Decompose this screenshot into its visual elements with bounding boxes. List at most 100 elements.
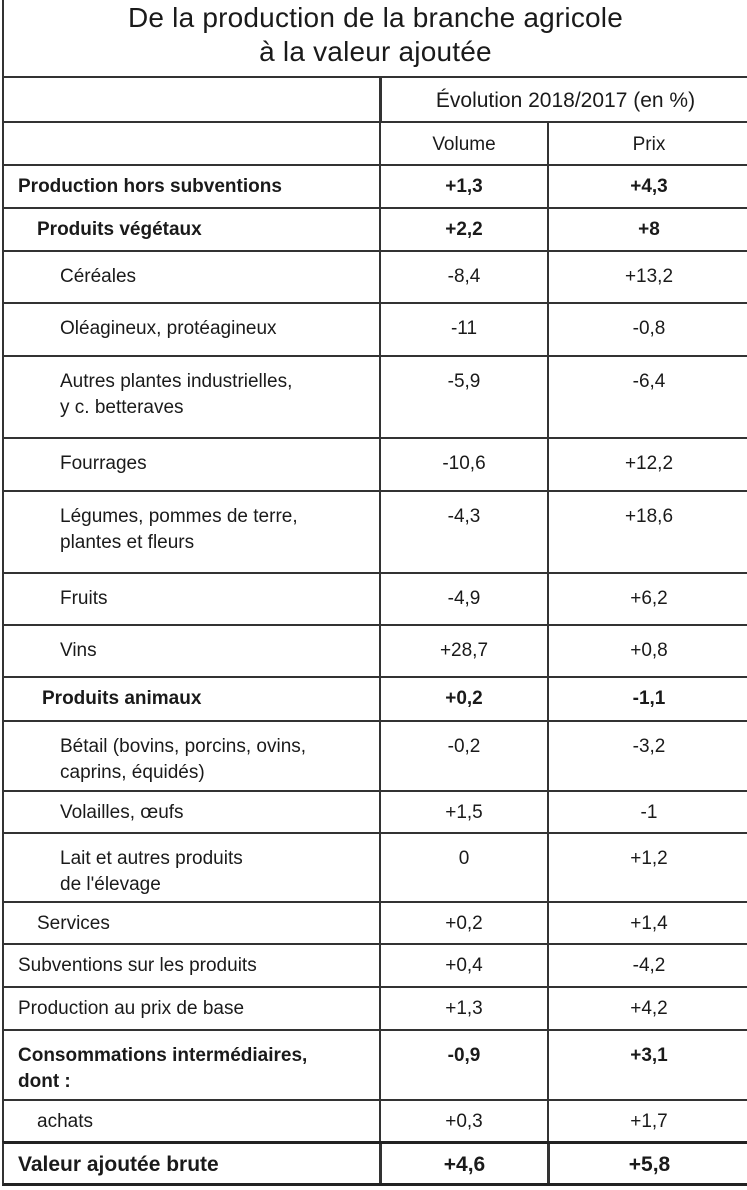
row-label: Fruits [4, 574, 379, 624]
table-row: Fourrages -10,6 +12,2 [2, 437, 747, 490]
row-label: Céréales [4, 252, 379, 302]
value-volume: -8,4 [379, 252, 547, 302]
table-row: achats +0,3 +1,7 [2, 1099, 747, 1141]
table-row: Subventions sur les produits +0,4 -4,2 [2, 943, 747, 986]
row-label: Lait et autres produits de l'élevage [4, 834, 379, 901]
value-prix: +1,4 [547, 903, 747, 943]
value-volume: +2,2 [379, 209, 547, 250]
value-volume: -10,6 [379, 439, 547, 490]
row-label-line: Valeur ajoutée brute [18, 1153, 219, 1176]
table-row: Services +0,2 +1,4 [2, 901, 747, 943]
value-prix: +12,2 [547, 439, 747, 490]
value-prix: +1,2 [547, 834, 747, 901]
value-volume: +1,3 [379, 988, 547, 1029]
table-row: Oléagineux, protéagineux -11 -0,8 [2, 302, 747, 355]
row-label-line: achats [37, 1111, 93, 1132]
row-label: achats [4, 1101, 379, 1141]
row-label: Production hors subventions [4, 166, 379, 207]
value-prix: +18,6 [547, 492, 747, 572]
value-prix: -0,8 [547, 304, 747, 355]
row-label-line: Consommations intermédiaires, [18, 1045, 308, 1066]
row-label: Production au prix de base [4, 988, 379, 1029]
row-label: Oléagineux, protéagineux [4, 304, 379, 355]
row-label-line: Produits végétaux [37, 219, 202, 240]
table-row: Production au prix de base +1,3 +4,2 [2, 986, 747, 1029]
value-prix: +0,8 [547, 626, 747, 676]
value-prix: +4,3 [547, 166, 747, 207]
row-label-line: y c. betteraves [60, 397, 184, 418]
value-prix: +3,1 [547, 1031, 747, 1099]
row-label-line: Oléagineux, protéagineux [60, 318, 277, 339]
value-volume: -11 [379, 304, 547, 355]
row-label-line: dont : [18, 1071, 71, 1092]
table-row: Production hors subventions +1,3 +4,3 [2, 164, 747, 207]
row-label-line: Lait et autres produits [60, 848, 243, 869]
row-label: Valeur ajoutée brute [4, 1144, 379, 1183]
value-volume: -0,2 [379, 722, 547, 790]
row-label: Bétail (bovins, porcins, ovins, caprins, … [4, 722, 379, 790]
table-row: Autres plantes industrielles, y c. better… [2, 355, 747, 437]
row-label-line: Légumes, pommes de terre, [60, 506, 298, 527]
title-line-1: De la production de la branche agricole [128, 2, 623, 33]
table-row: Fruits -4,9 +6,2 [2, 572, 747, 624]
header-empty-cell [4, 78, 379, 121]
row-label-line: Fruits [60, 588, 108, 609]
table-row: Produits animaux +0,2 -1,1 [2, 676, 747, 720]
value-volume: +0,3 [379, 1101, 547, 1141]
header-empty-cell [4, 123, 379, 164]
row-label: Produits animaux [4, 678, 379, 720]
value-volume: +1,3 [379, 166, 547, 207]
row-label: Légumes, pommes de terre, plantes et fleu… [4, 492, 379, 572]
value-prix: +5,8 [547, 1144, 747, 1183]
table-row: Produits végétaux +2,2 +8 [2, 207, 747, 250]
value-prix: -4,2 [547, 945, 747, 986]
value-volume: +4,6 [379, 1144, 547, 1183]
row-label-line: Vins [60, 640, 97, 661]
table-title: De la production de la branche agricole … [2, 0, 747, 76]
row-label: Produits végétaux [4, 209, 379, 250]
value-volume: -0,9 [379, 1031, 547, 1099]
value-volume: 0 [379, 834, 547, 901]
row-label-line: Produits animaux [42, 688, 202, 709]
row-label-line: Autres plantes industrielles, [60, 371, 293, 392]
table-row: Bétail (bovins, porcins, ovins, caprins, … [2, 720, 747, 790]
table-row: Volailles, œufs +1,5 -1 [2, 790, 747, 832]
header-volume: Volume [379, 123, 547, 164]
row-label-line: Fourrages [60, 453, 147, 474]
row-label: Autres plantes industrielles, y c. better… [4, 357, 379, 437]
title-line-2: à la valeur ajoutée [259, 36, 492, 67]
value-volume: -5,9 [379, 357, 547, 437]
table-row: Vins +28,7 +0,8 [2, 624, 747, 676]
header-group-row: Évolution 2018/2017 (en %) [2, 76, 747, 121]
value-volume: -4,3 [379, 492, 547, 572]
value-prix: -6,4 [547, 357, 747, 437]
value-prix: -1,1 [547, 678, 747, 720]
row-label: Vins [4, 626, 379, 676]
row-label: Volailles, œufs [4, 792, 379, 832]
row-label: Subventions sur les produits [4, 945, 379, 986]
value-volume: -4,9 [379, 574, 547, 624]
row-label: Services [4, 903, 379, 943]
value-volume: +0,4 [379, 945, 547, 986]
value-volume: +0,2 [379, 678, 547, 720]
row-label-line: Bétail (bovins, porcins, ovins, [60, 736, 307, 757]
row-label-line: Volailles, œufs [60, 802, 184, 823]
row-label-line: Services [37, 913, 110, 934]
value-volume: +1,5 [379, 792, 547, 832]
value-prix: +1,7 [547, 1101, 747, 1141]
row-label-line: Subventions sur les produits [18, 955, 257, 976]
row-label-line: caprins, équidés) [60, 762, 205, 783]
header-prix: Prix [547, 123, 747, 164]
row-label: Fourrages [4, 439, 379, 490]
row-label-line: de l'élevage [60, 874, 161, 895]
table-row: Légumes, pommes de terre, plantes et fleu… [2, 490, 747, 572]
header-columns-row: Volume Prix [2, 121, 747, 164]
row-label: Consommations intermédiaires, dont : [4, 1031, 379, 1099]
table-row: Lait et autres produits de l'élevage 0 +1,2 [2, 832, 747, 901]
row-label-line: Céréales [60, 266, 137, 287]
value-volume: +28,7 [379, 626, 547, 676]
value-prix: +8 [547, 209, 747, 250]
value-prix: -3,2 [547, 722, 747, 790]
value-prix: +13,2 [547, 252, 747, 302]
header-evolution: Évolution 2018/2017 (en %) [379, 78, 747, 121]
